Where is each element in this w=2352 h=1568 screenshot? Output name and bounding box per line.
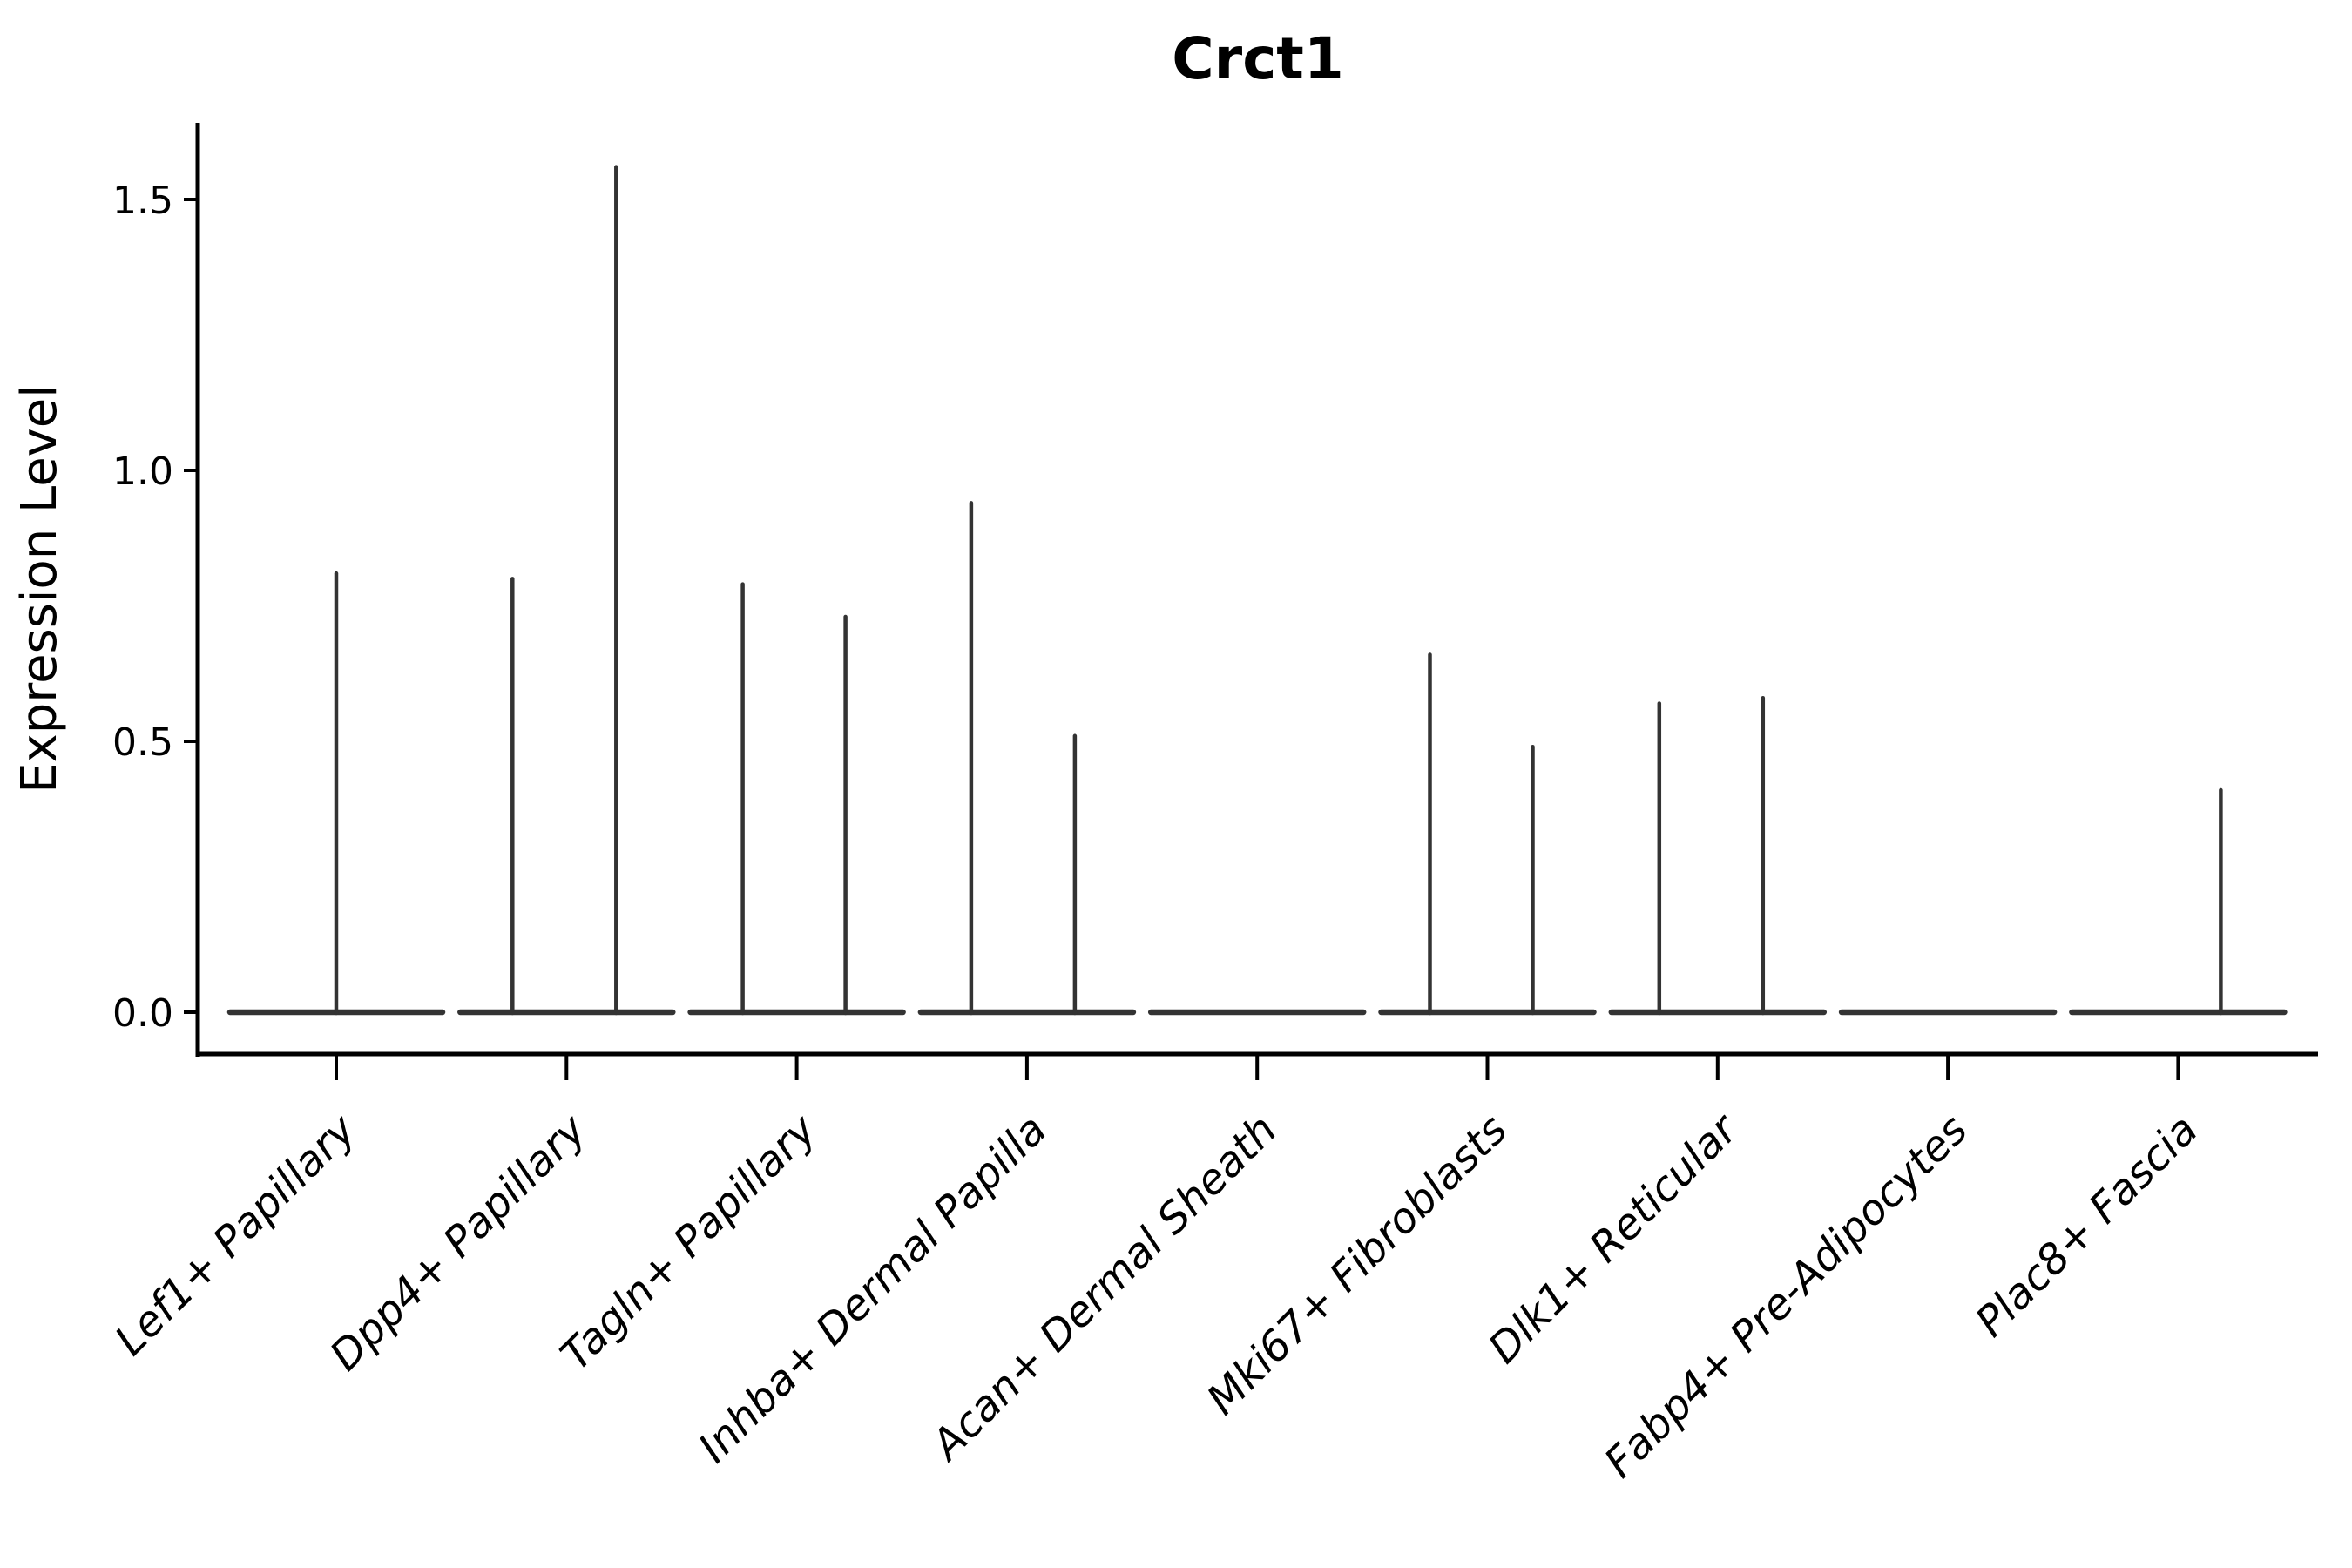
chart-title: Crct1 (1172, 25, 1344, 92)
x-tick-label: Dlk1+ Reticular (1479, 1104, 1749, 1374)
y-tick-label: 1.0 (112, 449, 173, 494)
x-tick-label: Dpp4+ Papillary (321, 1105, 596, 1380)
y-tick-label: 1.5 (112, 179, 173, 223)
x-tick-label: Plac8+ Fascia (1966, 1105, 2207, 1347)
x-tick-label: Lef1+ Papillary (105, 1105, 366, 1365)
y-axis-label: Expression Level (11, 384, 68, 794)
x-tick-label: Fabp4+ Pre-Adipocytes (1595, 1105, 1977, 1488)
x-tick-label: Tagln+ Papillary (551, 1105, 827, 1380)
y-tick-label: 0.5 (112, 720, 173, 765)
y-tick-label: 0.0 (112, 991, 173, 1036)
